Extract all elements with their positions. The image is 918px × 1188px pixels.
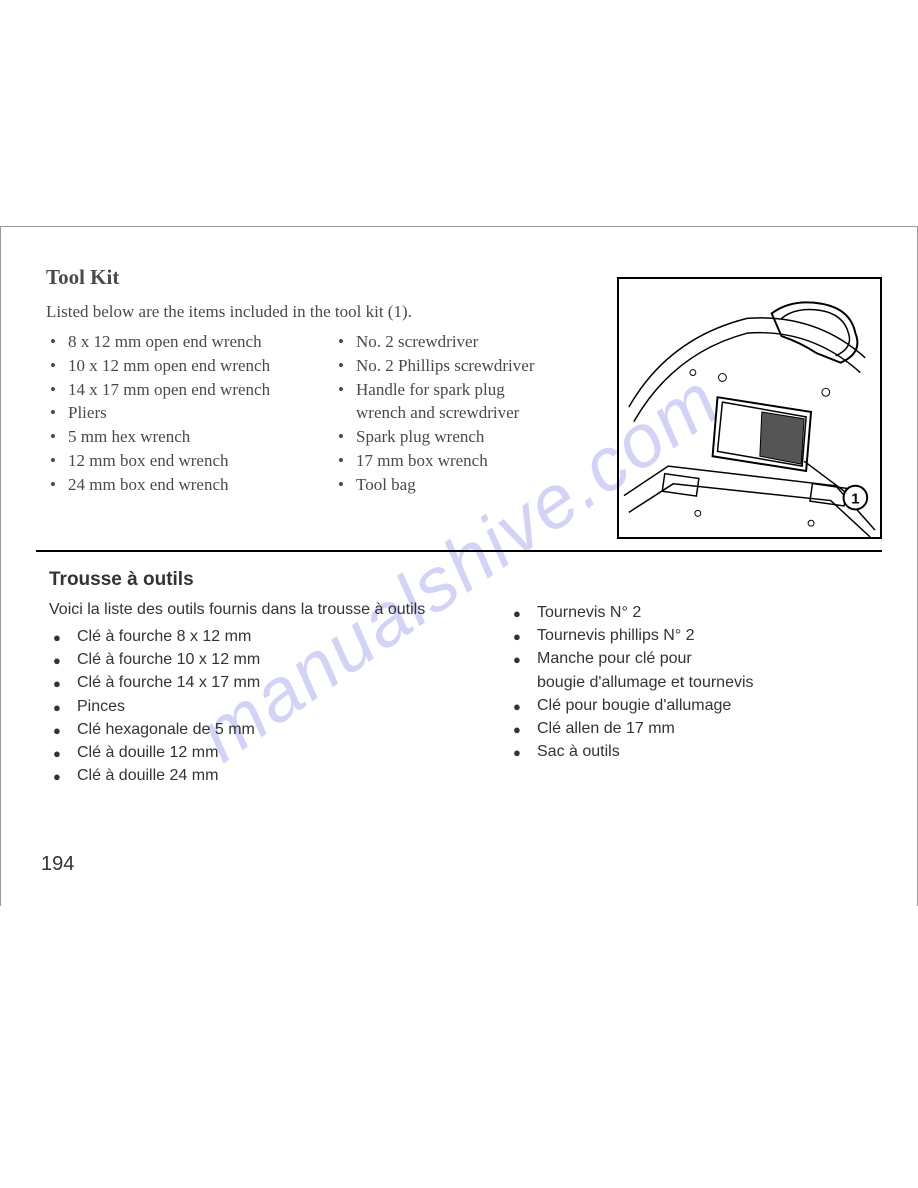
item-continuation: bougie d'allumage et tournevis [509, 671, 849, 694]
page-number: 194 [41, 853, 74, 876]
list-item: ●Clé pour bougie d'allumage [509, 694, 849, 717]
bullet-icon: • [46, 378, 68, 402]
list-item: ●Manche pour clé pour [509, 647, 849, 670]
list-item: •17 mm box wrench [334, 449, 564, 473]
item-text: 24 mm box end wrench [68, 473, 314, 497]
section-french: Trousse à outils Voici la liste des outi… [49, 569, 882, 787]
bullet-icon: ● [49, 718, 77, 741]
item-text: 8 x 12 mm open end wrench [68, 330, 314, 354]
bullet-icon: ● [509, 624, 537, 647]
list-item: ●Tournevis N° 2 [509, 601, 849, 624]
bullet-icon: • [46, 330, 68, 354]
list-item: •Spark plug wrench [334, 425, 564, 449]
list-item: ●Clé à douille 24 mm [49, 764, 489, 787]
bullet-icon: • [46, 449, 68, 473]
list-item: ●Tournevis phillips N° 2 [509, 624, 849, 647]
item-text: Clé pour bougie d'allumage [537, 694, 849, 717]
columns-fr: Voici la liste des outils fournis dans l… [49, 601, 882, 787]
bullet-icon: ● [509, 717, 537, 740]
item-text: Tool bag [356, 473, 564, 497]
list-item: •No. 2 screwdriver [334, 330, 564, 354]
list-item: ●Clé à fourche 8 x 12 mm [49, 625, 489, 648]
callout-number: 1 [851, 492, 859, 508]
bullet-icon: • [334, 473, 356, 497]
bullet-icon: • [46, 354, 68, 378]
list-item: ●Pinces [49, 695, 489, 718]
col-fr-1: Voici la liste des outils fournis dans l… [49, 601, 489, 787]
item-text: No. 2 Phillips screwdriver [356, 354, 564, 378]
bullet-icon: ● [509, 647, 537, 670]
col-fr-2: ●Tournevis N° 2 ●Tournevis phillips N° 2… [509, 601, 849, 787]
list-item: ●Sac à outils [509, 740, 849, 763]
col-en-2: •No. 2 screwdriver •No. 2 Phillips screw… [334, 330, 564, 497]
item-text: Clé à douille 12 mm [77, 741, 489, 764]
list-item: ●Clé allen de 17 mm [509, 717, 849, 740]
bullet-icon: • [334, 354, 356, 378]
bullet-icon: ● [49, 764, 77, 787]
item-text: Clé allen de 17 mm [537, 717, 849, 740]
bullet-icon: ● [49, 648, 77, 671]
bullet-icon: ● [49, 695, 77, 718]
item-text: Manche pour clé pour [537, 647, 849, 670]
list-item: ●Clé à douille 12 mm [49, 741, 489, 764]
page-container: manualshive.com Tool Kit Listed below ar… [0, 226, 918, 906]
item-text: Clé à douille 24 mm [77, 764, 489, 787]
item-text: Clé hexagonale de 5 mm [77, 718, 489, 741]
heading-fr: Trousse à outils [49, 569, 882, 591]
list-item: •8 x 12 mm open end wrench [46, 330, 314, 354]
bullet-icon: • [334, 330, 356, 354]
list-item: •Tool bag [334, 473, 564, 497]
item-text: 17 mm box wrench [356, 449, 564, 473]
item-text: Sac à outils [537, 740, 849, 763]
bullet-icon: ● [49, 625, 77, 648]
item-text: 10 x 12 mm open end wrench [68, 354, 314, 378]
toolkit-illustration: 1 [617, 277, 882, 539]
bullet-icon: • [46, 473, 68, 497]
bullet-icon: ● [509, 740, 537, 763]
item-text: Tournevis N° 2 [537, 601, 849, 624]
bullet-icon: • [334, 449, 356, 473]
bullet-icon: ● [49, 671, 77, 694]
bullet-icon: ● [49, 741, 77, 764]
list-item: •12 mm box end wrench [46, 449, 314, 473]
col-en-1: •8 x 12 mm open end wrench •10 x 12 mm o… [46, 330, 314, 497]
item-text: Clé à fourche 14 x 17 mm [77, 671, 489, 694]
item-text: Clé à fourche 8 x 12 mm [77, 625, 489, 648]
bullet-icon: ● [509, 601, 537, 624]
list-item: •Pliers [46, 401, 314, 425]
item-text: 5 mm hex wrench [68, 425, 314, 449]
item-text: Handle for spark plug [356, 378, 564, 402]
intro-fr: Voici la liste des outils fournis dans l… [49, 601, 489, 619]
item-continuation: wrench and screwdriver [334, 401, 564, 425]
list-item: •24 mm box end wrench [46, 473, 314, 497]
item-text: Pinces [77, 695, 489, 718]
item-text: No. 2 screwdriver [356, 330, 564, 354]
list-item: ●Clé à fourche 10 x 12 mm [49, 648, 489, 671]
bullet-icon: ● [509, 694, 537, 717]
list-item: ●Clé à fourche 14 x 17 mm [49, 671, 489, 694]
item-text: Pliers [68, 401, 314, 425]
list-item: •10 x 12 mm open end wrench [46, 354, 314, 378]
item-text: 12 mm box end wrench [68, 449, 314, 473]
item-text: Clé à fourche 10 x 12 mm [77, 648, 489, 671]
toolkit-diagram-svg: 1 [619, 279, 880, 537]
list-item: ●Clé hexagonale de 5 mm [49, 718, 489, 741]
item-text: 14 x 17 mm open end wrench [68, 378, 314, 402]
item-text: Spark plug wrench [356, 425, 564, 449]
list-item: •No. 2 Phillips screwdriver [334, 354, 564, 378]
bullet-icon: • [46, 401, 68, 425]
bullet-icon: • [46, 425, 68, 449]
list-item: •Handle for spark plug [334, 378, 564, 402]
item-text: Tournevis phillips N° 2 [537, 624, 849, 647]
list-item: •14 x 17 mm open end wrench [46, 378, 314, 402]
bullet-icon: • [334, 425, 356, 449]
section-divider [36, 550, 882, 552]
bullet-icon: • [334, 378, 356, 402]
list-item: •5 mm hex wrench [46, 425, 314, 449]
